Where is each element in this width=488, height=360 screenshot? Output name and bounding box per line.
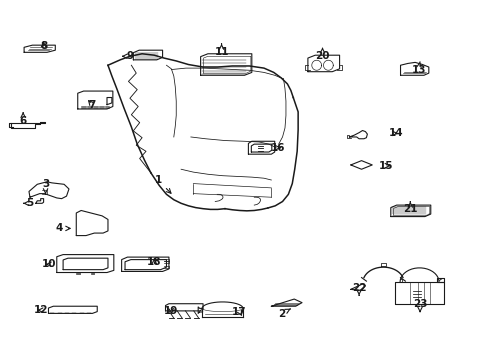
Text: 11: 11	[214, 44, 228, 57]
Text: 19: 19	[164, 306, 178, 316]
Text: 4: 4	[56, 224, 70, 233]
Text: 6: 6	[20, 113, 27, 126]
Text: 17: 17	[232, 307, 246, 316]
Text: 1: 1	[154, 175, 171, 193]
Text: 16: 16	[270, 143, 285, 153]
Text: 3: 3	[42, 179, 49, 194]
Text: 10: 10	[42, 259, 57, 269]
Text: 12: 12	[34, 305, 48, 315]
Text: 20: 20	[315, 48, 329, 61]
Text: 8: 8	[40, 41, 47, 50]
Text: 22: 22	[351, 283, 366, 295]
Text: 15: 15	[378, 161, 392, 171]
Text: 9: 9	[122, 51, 133, 61]
Text: 21: 21	[402, 202, 417, 215]
Text: 18: 18	[147, 257, 161, 267]
Text: 14: 14	[387, 129, 402, 138]
Text: 23: 23	[412, 299, 427, 312]
Text: 13: 13	[410, 62, 425, 75]
Text: 7: 7	[88, 100, 96, 110]
Text: 2: 2	[277, 309, 290, 319]
Text: 5: 5	[24, 198, 34, 208]
